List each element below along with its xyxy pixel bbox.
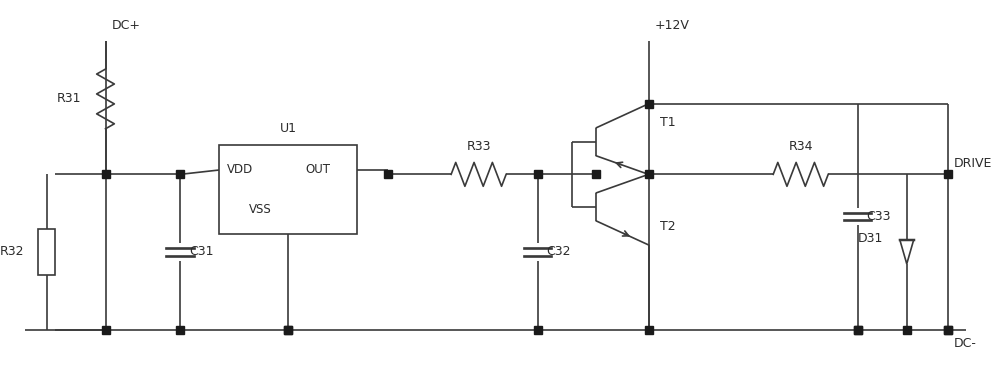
Text: DC-: DC-: [954, 337, 977, 350]
Text: DRIVE: DRIVE: [954, 157, 992, 170]
Bar: [38, 229, 55, 275]
Text: C33: C33: [867, 210, 891, 223]
Text: R34: R34: [788, 140, 813, 153]
Text: R33: R33: [466, 140, 491, 153]
Text: C32: C32: [546, 246, 571, 258]
Text: T2: T2: [660, 220, 676, 233]
Text: +12V: +12V: [654, 19, 689, 32]
Text: R31: R31: [56, 92, 81, 105]
Text: D31: D31: [858, 233, 883, 245]
Text: R32: R32: [0, 246, 24, 258]
Text: T1: T1: [660, 116, 676, 129]
Text: VDD: VDD: [227, 164, 254, 176]
Bar: [219, 145, 357, 234]
Text: VSS: VSS: [249, 203, 272, 216]
Text: C31: C31: [189, 246, 213, 258]
Text: U1: U1: [280, 122, 297, 135]
Text: OUT: OUT: [306, 164, 331, 176]
Text: DC+: DC+: [111, 19, 140, 32]
